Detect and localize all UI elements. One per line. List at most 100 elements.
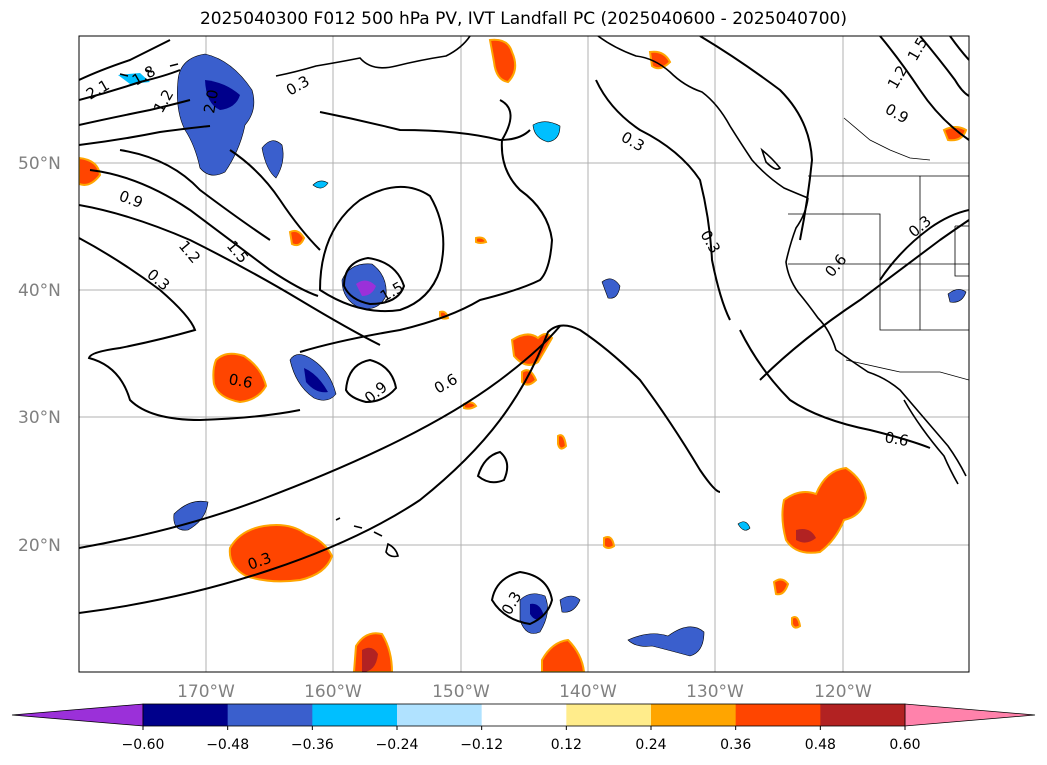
coastlines xyxy=(119,36,967,558)
contour-ring-1p2 xyxy=(318,185,445,313)
contour-0p3-ne xyxy=(879,209,969,281)
neg-area-aleutian xyxy=(177,53,255,176)
pos-area-13 xyxy=(603,536,616,549)
neg-area-10 xyxy=(737,521,751,531)
colorbar-bin xyxy=(227,704,313,726)
colorbar-tick-label: −0.48 xyxy=(206,737,249,753)
mexico-border xyxy=(845,359,969,381)
pos-area-15 xyxy=(541,638,586,672)
neg-area-2 xyxy=(312,180,329,189)
colorbar-bin xyxy=(566,704,652,726)
contour-nw-2 xyxy=(79,69,181,101)
pos-area-16 xyxy=(791,616,802,629)
baja-coast xyxy=(903,399,959,485)
neg-area-3 xyxy=(532,121,561,143)
contour-0p6-south xyxy=(79,325,561,549)
contour-nw-3 xyxy=(79,99,191,126)
colorbar-tick-label: 0.48 xyxy=(805,737,836,753)
contour-0p9-east xyxy=(879,36,969,141)
contour-nw-5 xyxy=(229,149,321,251)
contour-loop-south xyxy=(490,570,554,626)
colorbar-bin xyxy=(651,704,737,726)
latitude-labels: 50°N 40°N 30°N 20°N xyxy=(18,154,61,556)
neg-core-4 xyxy=(304,368,328,393)
contour-0p6-center xyxy=(299,99,554,353)
contour-0p6-east-low xyxy=(739,329,931,449)
lat-label: 40°N xyxy=(18,281,61,301)
alaska-panhandle xyxy=(597,36,809,199)
contour-0p3-east xyxy=(595,79,731,321)
hawaii-islands xyxy=(335,517,399,558)
colorbar-bin xyxy=(481,704,567,726)
colorbar-bin xyxy=(312,704,398,726)
contour-0p9-west xyxy=(79,204,381,346)
pos-area-3 xyxy=(648,50,672,70)
pos-area-6 xyxy=(212,352,268,404)
colorbar-tick-label: 0.12 xyxy=(551,737,582,753)
neg-core-center xyxy=(356,280,376,296)
pos-area-4 xyxy=(942,126,968,142)
pos-area-10 xyxy=(228,524,334,583)
neg-area-1 xyxy=(261,140,284,179)
colorbar-tick-label: −0.60 xyxy=(122,737,165,753)
pos-area-7 xyxy=(510,333,554,366)
pos-core-11 xyxy=(796,529,816,543)
lon-label: 170°W xyxy=(177,682,235,702)
colorbar-bin xyxy=(820,704,906,726)
alaska-coast xyxy=(275,36,471,77)
lon-label: 150°W xyxy=(432,682,490,702)
map-panel: 2.1 1.8 1.2 2.0 0.3 0.9 1.5 1.2 0.3 1.5 … xyxy=(79,36,969,672)
lon-label: 130°W xyxy=(686,682,744,702)
pv-contours xyxy=(79,36,969,626)
pos-area-12 xyxy=(772,578,790,596)
contour-label: 0.6 xyxy=(227,370,254,392)
borders xyxy=(788,117,969,381)
contour-0p9-center xyxy=(344,358,398,404)
colorbar-extend-high xyxy=(904,703,1036,727)
contour-0p3-east-outer xyxy=(699,36,814,241)
colorbar-tick-label: −0.36 xyxy=(291,737,334,753)
colorbar-bin xyxy=(397,704,483,726)
colorbar-tick-label: 0.60 xyxy=(889,737,920,753)
contour-0p3-west xyxy=(79,237,301,422)
colorbar: −0.60 −0.48 −0.36 −0.24 −0.12 0.12 0.24 0.36 0.4… xyxy=(11,703,1036,753)
na-west-coast xyxy=(785,197,967,477)
state-border-1 xyxy=(788,213,881,264)
lon-label: 140°W xyxy=(559,682,617,702)
longitude-labels: 170°W 160°W 150°W 140°W 130°W 120°W xyxy=(177,682,872,702)
contour-0p3-upper xyxy=(319,111,531,142)
neg-area-5 xyxy=(601,278,621,299)
vancouver-island xyxy=(760,147,782,170)
contour-1p2-east xyxy=(919,36,969,97)
contour-1p2-west xyxy=(89,169,319,297)
contour-1p5-west xyxy=(119,149,271,241)
pos-area-5 xyxy=(288,229,306,247)
pos-core-14 xyxy=(362,647,378,672)
lat-label: 30°N xyxy=(18,408,61,428)
state-border-5 xyxy=(954,225,969,277)
contour-nw-1 xyxy=(79,39,171,81)
lon-label: 160°W xyxy=(304,682,362,702)
neg-core-7 xyxy=(530,603,544,620)
contour-ring-1p5 xyxy=(342,256,406,306)
colorbar-bin xyxy=(735,704,821,726)
contour-0p6-east xyxy=(759,219,969,381)
map-title: 2025040300 F012 500 hPa PV, IVT Landfall… xyxy=(199,9,847,29)
colorbar-extend-low xyxy=(11,703,144,727)
lat-label: 50°N xyxy=(18,154,61,174)
contour-0p3-south xyxy=(79,324,721,614)
pos-area-9 xyxy=(557,434,568,450)
colorbar-bin xyxy=(143,704,229,726)
contour-nw-4 xyxy=(79,125,211,146)
lat-label: 20°N xyxy=(18,536,61,556)
contour-1p5-east xyxy=(949,36,969,61)
alaska-border xyxy=(843,117,931,161)
colorbar-tick-label: −0.12 xyxy=(460,737,503,753)
colorbar-frame xyxy=(142,703,906,727)
map-frame xyxy=(78,35,970,673)
lon-label: 120°W xyxy=(814,682,872,702)
positive-pv-areas xyxy=(79,38,968,672)
neg-area-9 xyxy=(627,626,705,657)
contour-label: 0.6 xyxy=(883,428,910,450)
